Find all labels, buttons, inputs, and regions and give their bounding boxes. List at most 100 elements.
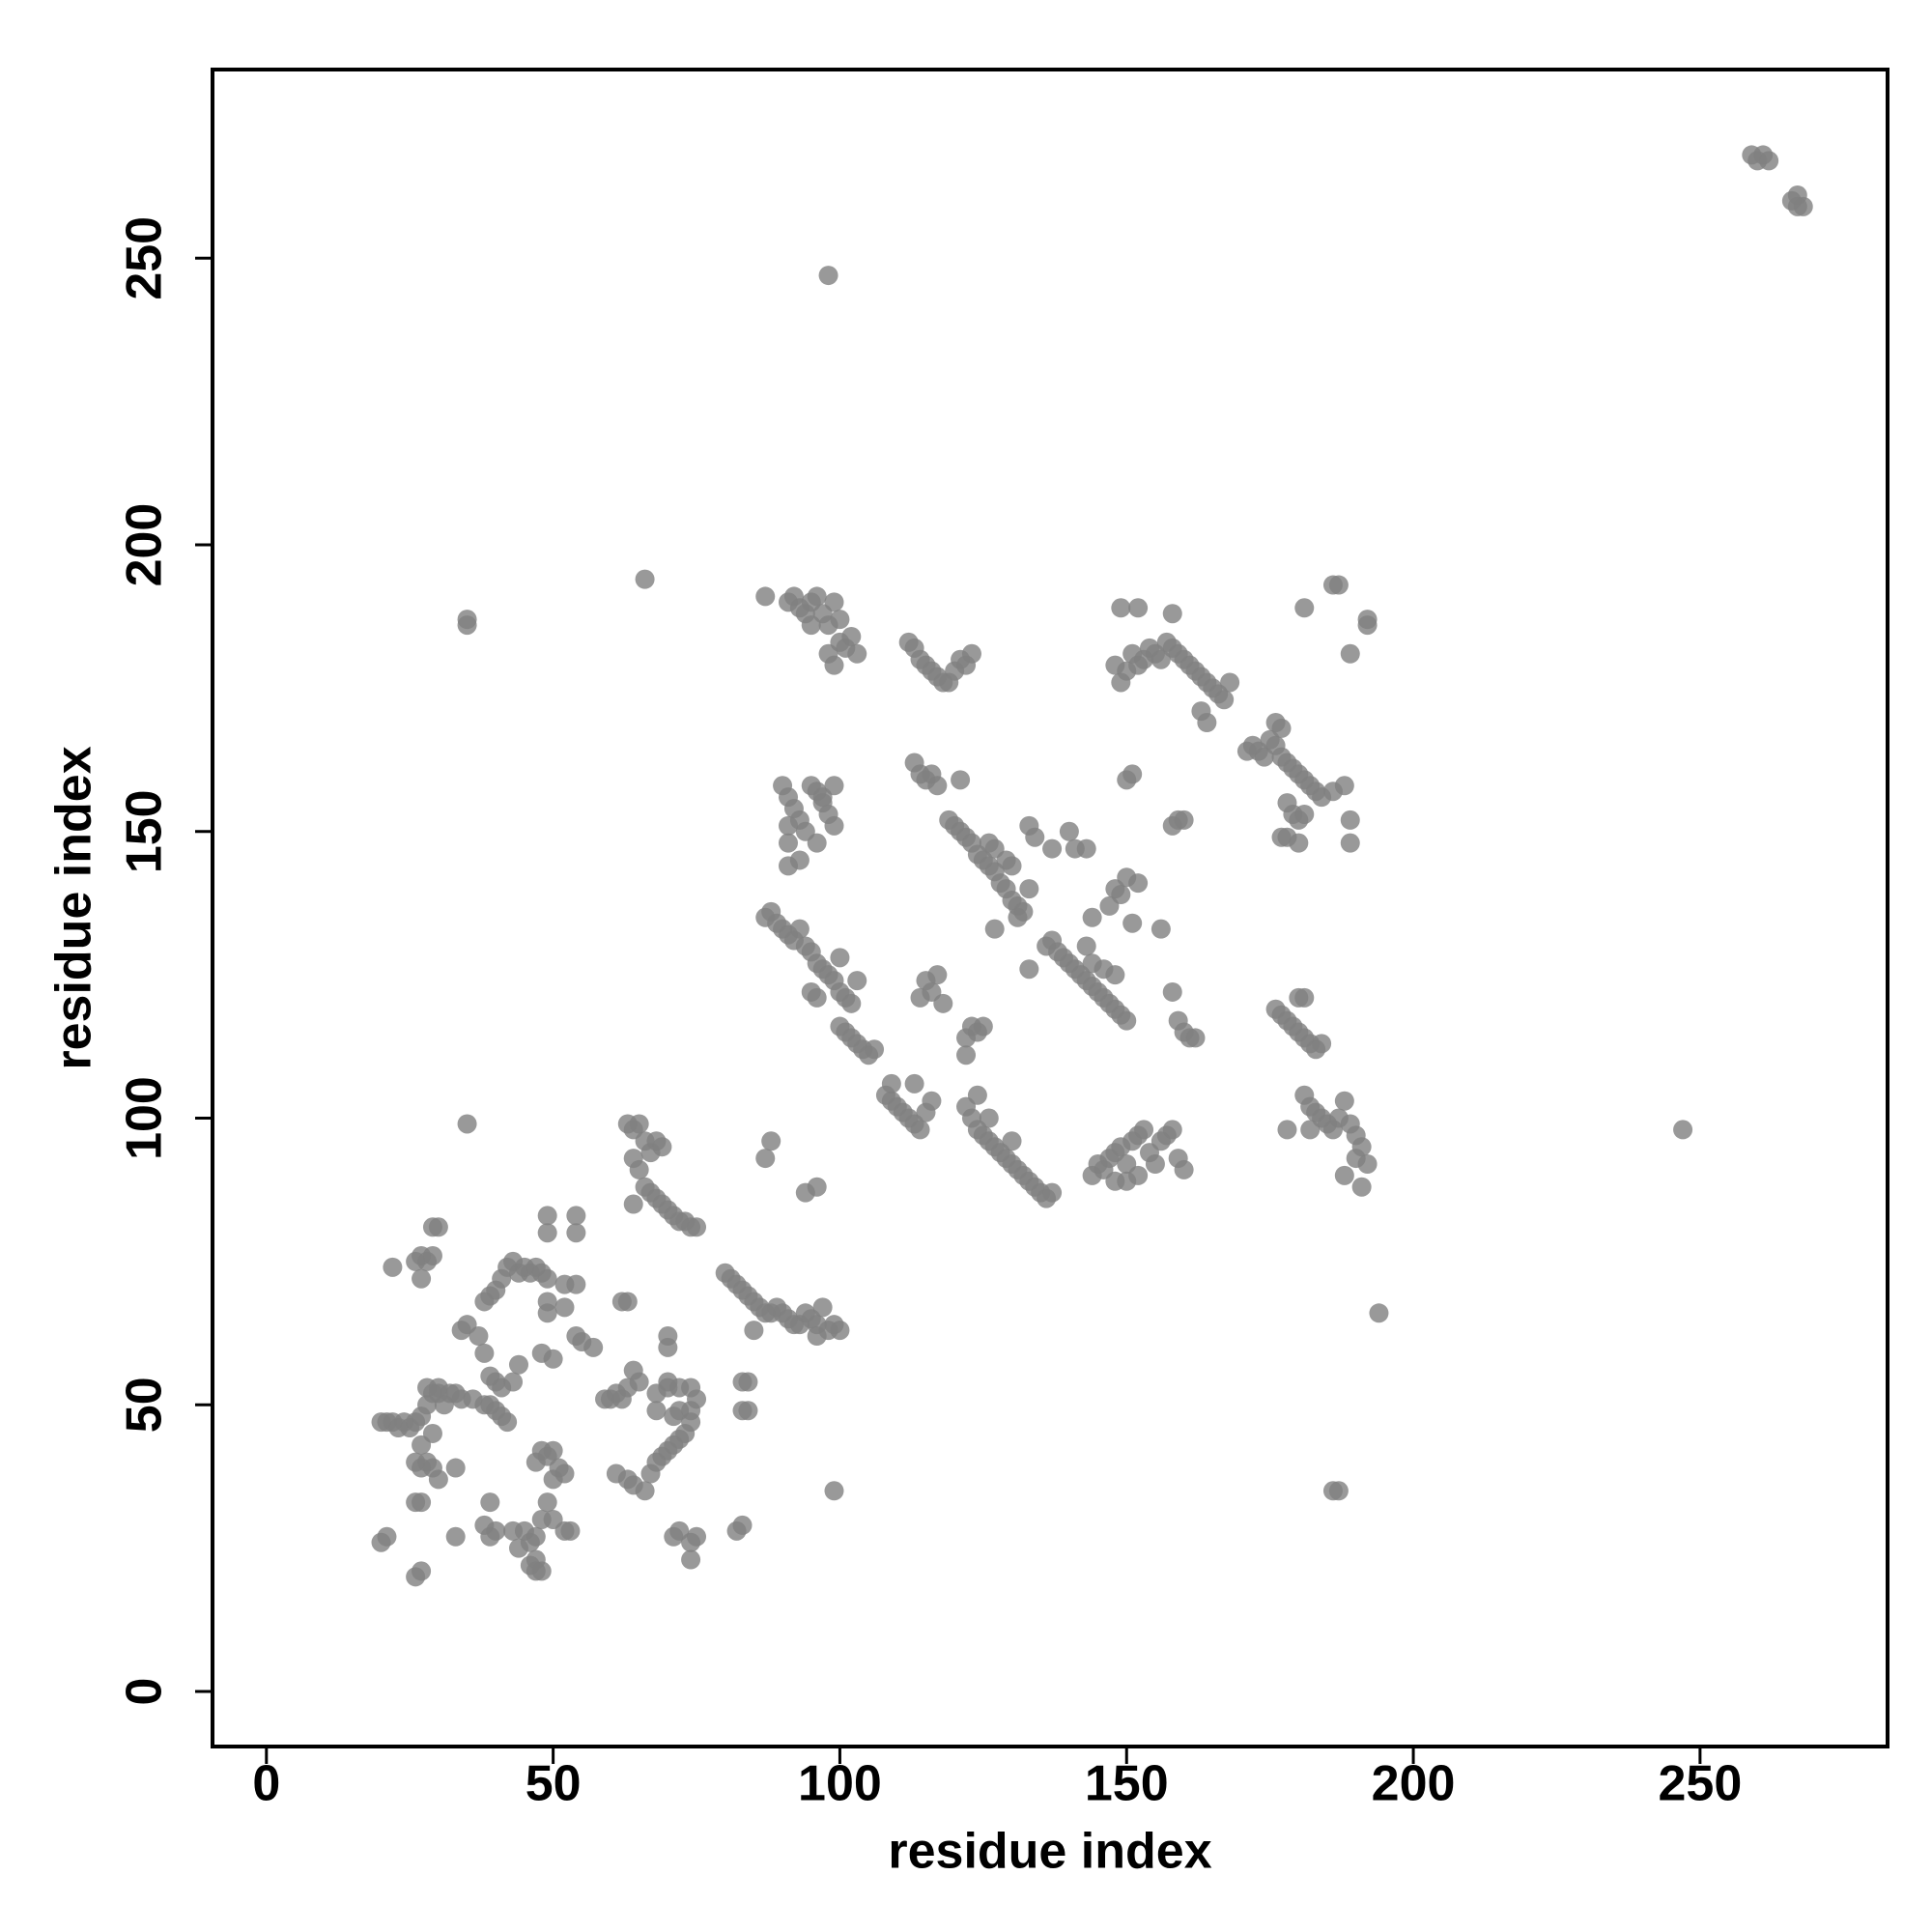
point [824,776,844,796]
plot-frame [211,68,1889,1748]
point [629,1114,649,1134]
point [1351,1177,1372,1197]
point [801,615,821,636]
point [537,1492,557,1513]
point [383,1257,403,1277]
point [377,1526,397,1547]
point [687,1217,707,1237]
point [1105,965,1125,985]
point [904,1073,924,1094]
y-tick-label: 200 [117,503,173,587]
point [1185,1028,1206,1048]
point [1294,987,1315,1008]
y-tick-label: 150 [117,789,173,873]
point [1145,1153,1165,1174]
x-tick-label: 50 [526,1756,582,1812]
point [681,1401,701,1421]
point [1122,764,1143,784]
x-tick-label: 0 [252,1756,280,1812]
point [623,1194,643,1214]
point [1220,672,1240,693]
point [927,776,948,796]
point [412,1561,432,1581]
point [1111,885,1131,905]
point [1673,1120,1693,1140]
point [566,1223,586,1243]
point [738,1401,758,1421]
point [830,948,850,968]
point [566,1206,586,1226]
x-tick-label: 100 [798,1756,882,1812]
point [508,1354,528,1375]
point [779,815,799,836]
y-tick-label: 100 [117,1076,173,1160]
point [922,1091,942,1111]
point [841,993,862,1013]
point [927,965,948,985]
point [1197,713,1217,733]
point [1002,856,1022,876]
y-tick-label: 0 [117,1678,173,1706]
point [1019,879,1039,899]
point [629,1372,649,1392]
point [761,1131,781,1151]
point [1369,1303,1389,1323]
point [1346,1149,1366,1169]
point [1082,907,1102,927]
x-axis-label: residue index [888,1824,1211,1880]
point [1076,936,1096,956]
point [807,586,827,607]
point [543,1349,563,1369]
point [1214,690,1235,710]
point [1334,1165,1354,1185]
point [629,1159,649,1179]
point [1128,873,1149,894]
point [807,987,827,1008]
point [1328,1481,1349,1501]
point [967,1085,987,1105]
point [1312,1034,1332,1054]
y-tick-label: 50 [117,1377,173,1433]
point [474,1343,495,1363]
point [1334,1091,1354,1111]
point [497,1412,518,1433]
point [1328,575,1349,595]
point [732,1515,753,1535]
point [841,626,862,646]
point [526,1452,546,1472]
point [480,1492,500,1513]
point [1357,610,1378,630]
point [406,1452,426,1472]
point [508,1538,528,1558]
point [1162,981,1182,1002]
point [744,1321,764,1341]
point [480,1395,500,1415]
point [910,1120,930,1140]
point [543,1469,563,1490]
point [537,1223,557,1243]
point [1174,810,1194,830]
point [755,1149,776,1169]
point [847,643,867,664]
point [1294,804,1315,824]
point [755,586,776,607]
point [537,1268,557,1289]
point [537,1206,557,1226]
point [973,1016,993,1037]
point [1174,1159,1194,1179]
point [1289,833,1309,853]
point [1151,919,1171,939]
point [865,1039,885,1060]
point [1042,1182,1063,1203]
point [520,1555,540,1576]
point [812,1297,833,1318]
point [412,1268,432,1289]
point [1008,907,1028,927]
point [428,1217,448,1237]
point [1128,1165,1149,1185]
point [422,1245,442,1265]
point [566,1326,586,1347]
point [1787,196,1807,216]
point [1019,959,1039,980]
point [779,833,799,853]
